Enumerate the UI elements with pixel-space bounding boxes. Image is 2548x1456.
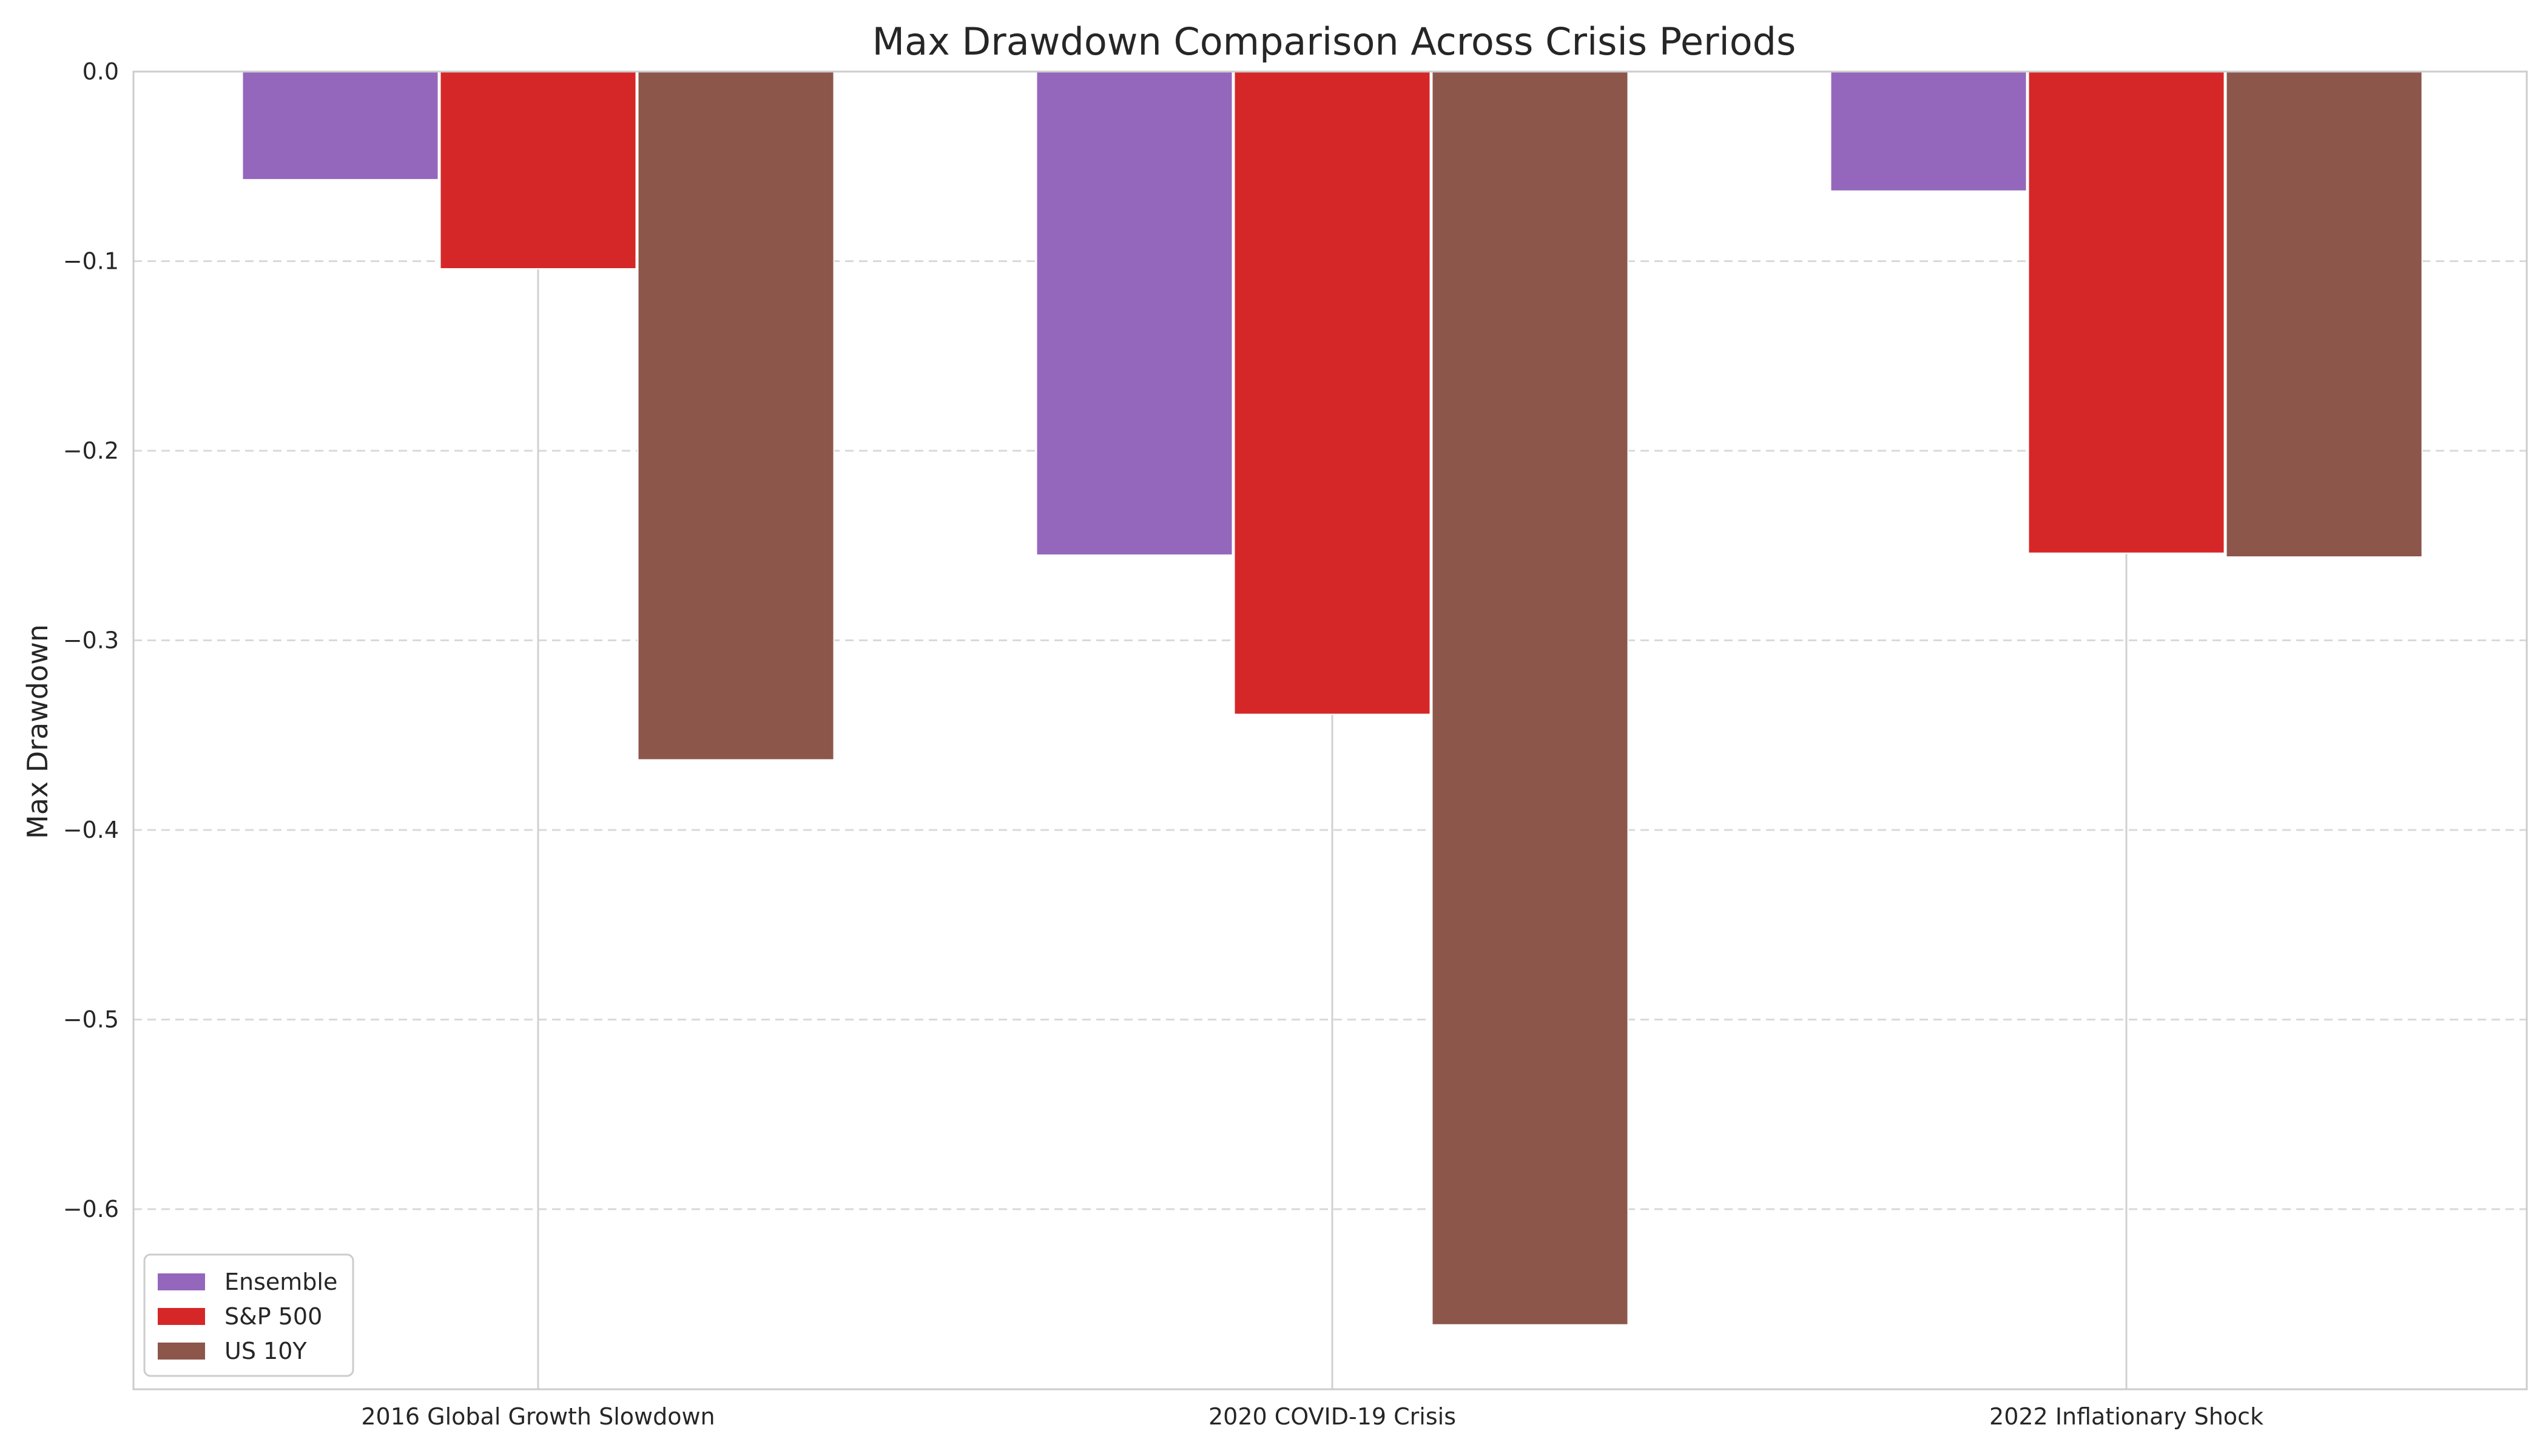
legend-label: S&P 500 <box>224 1303 322 1330</box>
legend: Ensemble S&P 500 US 10Y <box>143 1253 354 1377</box>
y-tick-label: −0.2 <box>63 437 119 464</box>
plot-frame <box>132 70 2528 1390</box>
bar-ensemble <box>1036 71 1233 556</box>
x-tick-label: 2022 Inflationary Shock <box>1989 1403 2263 1430</box>
bar-us-10y <box>1431 71 1629 1326</box>
y-tick-label: −0.5 <box>63 1006 119 1033</box>
bar-s-p-500 <box>2027 71 2225 554</box>
bar-ensemble <box>241 71 439 181</box>
chart-title: Max Drawdown Comparison Across Crisis Pe… <box>872 19 1796 64</box>
bar-ensemble <box>1830 71 2027 192</box>
bar-s-p-500 <box>439 71 637 270</box>
y-tick-label: −0.1 <box>63 248 119 275</box>
legend-label: US 10Y <box>224 1338 307 1364</box>
legend-swatch <box>158 1343 205 1360</box>
x-tick-label: 2016 Global Growth Slowdown <box>361 1403 715 1430</box>
y-tick-label: −0.6 <box>63 1196 119 1222</box>
y-tick-label: 0.0 <box>83 58 119 85</box>
bars <box>241 71 2423 1326</box>
bar-us-10y <box>637 71 835 761</box>
axis-ticks: 0.0 −0.1 −0.2 −0.3 −0.4 −0.5 −0.6 2016 Global G… <box>63 58 2263 1430</box>
bar-s-p-500 <box>1233 71 1431 715</box>
legend-label: Ensemble <box>224 1269 337 1295</box>
x-tick-label: 2020 COVID-19 Crisis <box>1208 1403 1456 1430</box>
legend-swatch <box>158 1308 205 1325</box>
y-axis-label: Max Drawdown <box>21 624 54 839</box>
y-tick-label: −0.3 <box>63 627 119 654</box>
bar-us-10y <box>2225 71 2423 558</box>
legend-swatch <box>158 1273 205 1290</box>
y-tick-label: −0.4 <box>63 817 119 843</box>
